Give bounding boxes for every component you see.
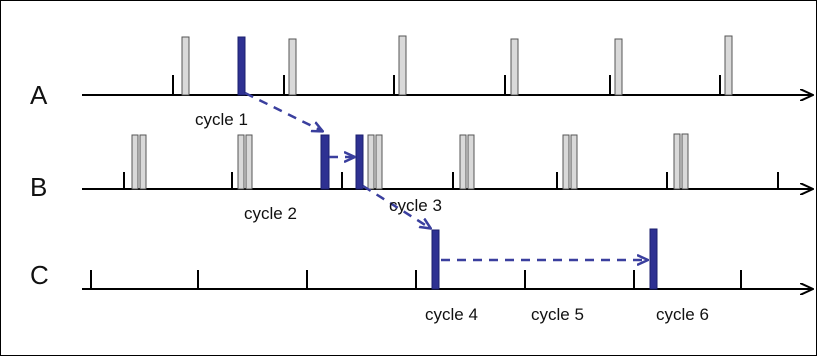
pulse-highlight bbox=[237, 36, 246, 96]
pulse bbox=[245, 134, 253, 190]
pulse-highlight bbox=[355, 134, 364, 190]
cycle-label: cycle 5 bbox=[531, 305, 584, 324]
pulse bbox=[724, 35, 733, 96]
dashed-arrow-b-to-c bbox=[362, 184, 430, 228]
pulse bbox=[367, 134, 375, 190]
cycle-label: cycle 2 bbox=[244, 204, 297, 223]
pulse bbox=[510, 38, 519, 96]
pulse bbox=[237, 134, 245, 190]
pulse bbox=[181, 36, 190, 96]
pulse bbox=[139, 134, 147, 190]
dashed-arrow-a-to-b bbox=[244, 91, 322, 131]
pulse-highlight bbox=[320, 134, 330, 190]
pulse bbox=[467, 134, 475, 190]
pulse-highlight bbox=[431, 229, 440, 290]
row-label-a: A bbox=[30, 80, 48, 110]
cycle-label: cycle 3 bbox=[389, 196, 442, 215]
pulse-highlight bbox=[649, 228, 658, 290]
row-c-events bbox=[90, 228, 742, 290]
pulse bbox=[570, 134, 578, 190]
row-label-b: B bbox=[30, 172, 47, 202]
pulse bbox=[614, 38, 623, 96]
pulse bbox=[398, 35, 407, 96]
row-b-events bbox=[123, 133, 779, 190]
cycle-label: cycle 4 bbox=[425, 305, 478, 324]
row-a-events bbox=[172, 35, 733, 96]
pulse bbox=[562, 134, 570, 190]
row-label-c: C bbox=[30, 260, 49, 290]
pulse bbox=[681, 133, 689, 190]
pulse bbox=[375, 134, 383, 190]
pulse bbox=[288, 38, 297, 96]
pulse bbox=[131, 134, 139, 190]
pulse bbox=[459, 134, 467, 190]
cycle-label: cycle 1 bbox=[195, 110, 248, 129]
propagation-arrows bbox=[244, 91, 647, 260]
cycle-label: cycle 6 bbox=[656, 305, 709, 324]
pulse bbox=[673, 133, 681, 190]
